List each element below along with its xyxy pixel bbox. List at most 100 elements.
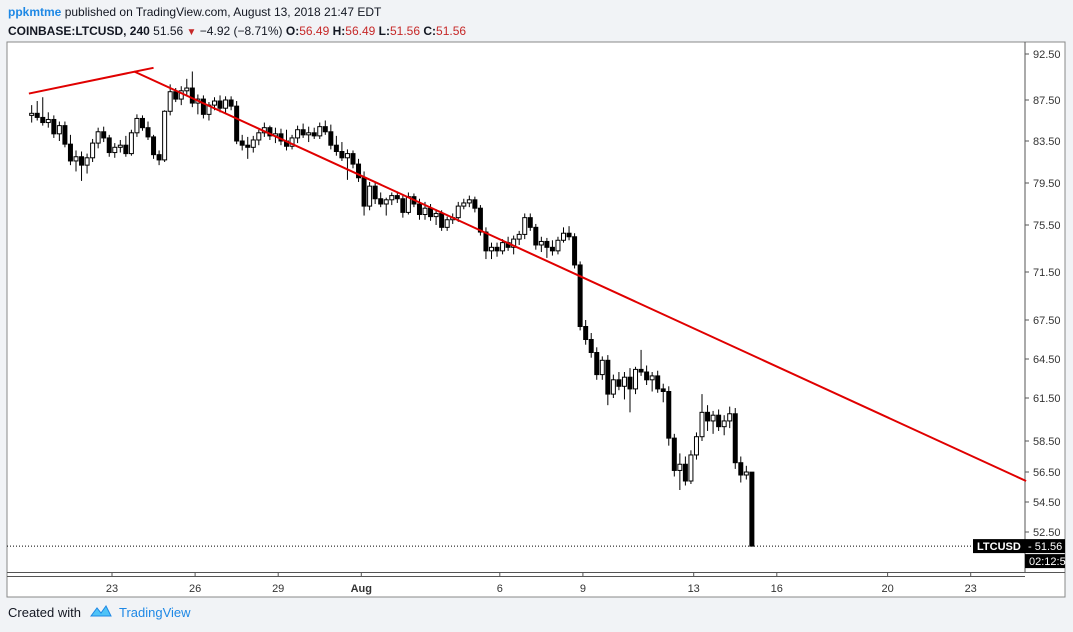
candle-body-down xyxy=(67,143,73,162)
candle-body-up xyxy=(344,153,350,159)
candle-body-down xyxy=(156,154,162,161)
candle-body-up xyxy=(500,242,506,252)
candle xyxy=(638,349,644,376)
y-tick-label: 75.50 xyxy=(1033,220,1061,232)
candle-body-down xyxy=(616,379,622,387)
candle xyxy=(566,226,572,241)
candle-body-up xyxy=(688,454,694,482)
candle-body-up xyxy=(134,117,140,134)
x-tick-label: 13 xyxy=(688,583,700,595)
candle xyxy=(217,95,223,113)
author-link[interactable]: ppkmtme xyxy=(8,5,62,19)
candle xyxy=(605,355,611,406)
ohlc-line: COINBASE:LTCUSD, 240 51.56 ▼ −4.92 (−8.7… xyxy=(8,22,466,40)
candle xyxy=(616,372,622,391)
candle xyxy=(610,374,616,398)
candle xyxy=(344,149,350,180)
candle-body-down xyxy=(300,129,306,136)
candle xyxy=(145,121,151,140)
candle-body-down xyxy=(644,371,650,381)
candle-body-up xyxy=(167,91,173,112)
open-value: 56.49 xyxy=(299,24,330,38)
candle xyxy=(367,181,373,211)
candle xyxy=(671,433,677,477)
candle xyxy=(633,366,639,395)
candle-body-down xyxy=(217,100,223,109)
low-value: 51.56 xyxy=(389,24,420,38)
candle xyxy=(699,394,705,441)
candle xyxy=(184,78,190,96)
tradingview-link[interactable]: TradingView xyxy=(118,605,191,620)
candle-body-down xyxy=(594,352,600,376)
candle xyxy=(101,126,107,143)
candle-body-down xyxy=(660,388,666,392)
candle-body-down xyxy=(605,359,611,395)
candle xyxy=(73,150,79,172)
candle xyxy=(644,365,650,385)
candle xyxy=(56,121,62,141)
candle xyxy=(549,240,555,256)
candle-body-down xyxy=(333,144,339,152)
candle xyxy=(200,95,206,119)
candle-body-down xyxy=(101,131,107,139)
candle-body-down xyxy=(34,112,40,118)
candle xyxy=(544,237,550,258)
candle-body-up xyxy=(649,375,655,381)
candle xyxy=(356,158,362,182)
candle-body-up xyxy=(422,207,428,215)
candle-body-down xyxy=(189,87,195,104)
candle-body-up xyxy=(677,463,683,471)
candle xyxy=(749,471,755,547)
chart-header: ppkmtme published on TradingView.com, Au… xyxy=(8,4,466,40)
candle xyxy=(40,97,46,126)
candle xyxy=(494,242,500,257)
candle-body-down xyxy=(339,151,345,159)
candle-body-down xyxy=(544,240,550,248)
tradingview-cloud-icon[interactable] xyxy=(89,604,113,621)
candle xyxy=(295,125,301,144)
candle-body-down xyxy=(239,140,245,146)
x-tick-label: 9 xyxy=(580,583,586,595)
candle-body-up xyxy=(306,132,312,136)
x-tick-label: 29 xyxy=(272,583,284,595)
candle xyxy=(666,386,672,446)
y-tick-label: 71.50 xyxy=(1033,267,1061,279)
candle-body-up xyxy=(699,411,705,438)
candle-body-up xyxy=(162,110,168,161)
candle xyxy=(583,320,589,345)
candle xyxy=(527,213,533,231)
candle xyxy=(228,96,234,111)
symbol-label-bg xyxy=(973,539,1025,554)
candle xyxy=(588,333,594,358)
candle xyxy=(45,112,51,128)
candle-body-down xyxy=(356,163,362,179)
candle-body-up xyxy=(743,471,749,476)
candle-body-down xyxy=(372,185,378,200)
candle-body-down xyxy=(439,212,445,228)
candle-body-up xyxy=(621,376,627,387)
candle-body-up xyxy=(45,118,51,124)
candle xyxy=(743,465,749,480)
candle-body-up xyxy=(90,142,96,159)
candle-body-down xyxy=(51,118,57,135)
candle xyxy=(472,196,478,213)
candle-body-up xyxy=(633,368,639,390)
candle xyxy=(239,134,245,151)
created-with-text: Created with xyxy=(8,605,81,620)
candle-body-up xyxy=(29,112,35,116)
x-tick-label: 6 xyxy=(497,583,503,595)
trendline xyxy=(28,66,154,95)
candle-body-down xyxy=(533,226,539,246)
candle-body-down xyxy=(228,99,234,107)
candle-body-down xyxy=(311,132,317,137)
candle-body-down xyxy=(705,411,711,422)
candle xyxy=(117,139,123,153)
candle-body-down xyxy=(477,207,483,233)
candle-body-down xyxy=(322,126,328,133)
chart-frame xyxy=(6,41,1066,598)
candle-body-up xyxy=(561,232,567,241)
candle xyxy=(256,129,262,146)
high-label: H: xyxy=(332,24,346,38)
candle xyxy=(79,151,85,181)
